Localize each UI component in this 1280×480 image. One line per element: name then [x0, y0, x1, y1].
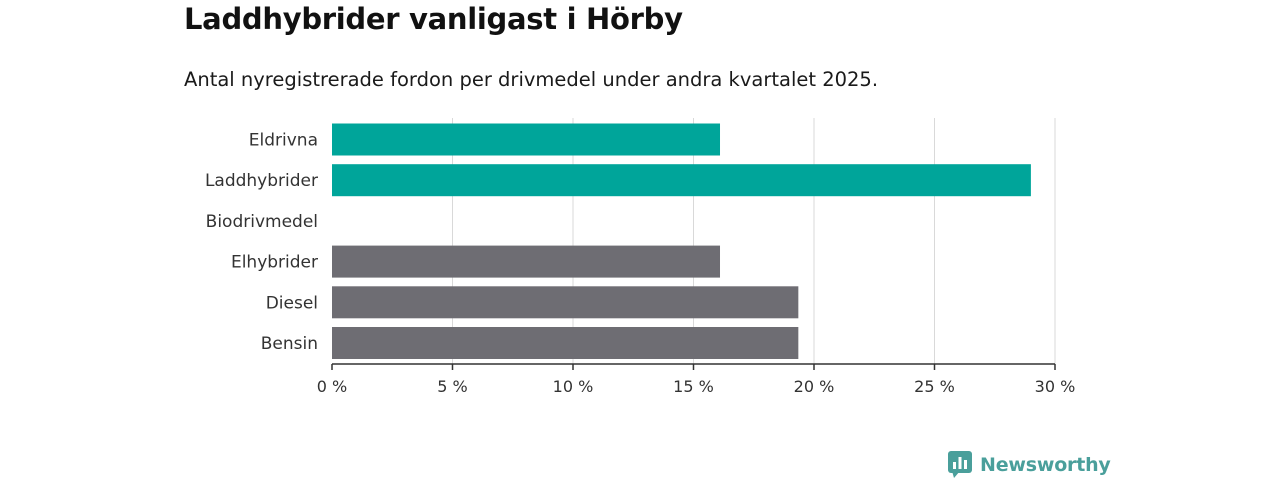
category-label: Diesel [266, 293, 318, 313]
bar-laddhybrider [332, 164, 1031, 197]
chart-subtitle: Antal nyregistrerade fordon per drivmede… [184, 68, 879, 91]
bar-elhybrider [332, 245, 721, 278]
category-label: Eldrivna [249, 131, 318, 151]
category-label: Laddhybrider [205, 171, 318, 191]
x-tick-label: 20 % [794, 377, 835, 396]
x-tick-label: 30 % [1035, 377, 1076, 396]
bar-diesel [332, 286, 799, 319]
bar-eldrivna [332, 123, 721, 156]
bar-bensin [332, 327, 799, 359]
x-tick-label: 0 % [317, 377, 347, 396]
x-tick-label: 15 % [673, 377, 714, 396]
newsworthy-logo[interactable]: Newsworthy [948, 450, 1111, 480]
x-tick-label: 25 % [914, 377, 955, 396]
category-label: Biodrivmedel [206, 212, 318, 232]
newsworthy-logo-icon [948, 451, 972, 478]
newsworthy-logo-text: Newsworthy [980, 454, 1111, 476]
category-label: Bensin [261, 334, 318, 354]
chart-title: Laddhybrider vanligast i Hörby [184, 2, 683, 36]
x-tick-label: 5 % [437, 377, 467, 396]
x-tick-label: 10 % [553, 377, 594, 396]
category-label: Elhybrider [231, 253, 318, 273]
